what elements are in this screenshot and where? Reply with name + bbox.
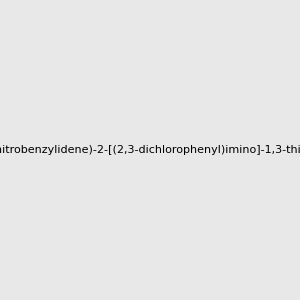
Text: 5-(4-chloro-3-nitrobenzylidene)-2-[(2,3-dichlorophenyl)imino]-1,3-thiazolidin-4-: 5-(4-chloro-3-nitrobenzylidene)-2-[(2,3-… — [0, 145, 300, 155]
